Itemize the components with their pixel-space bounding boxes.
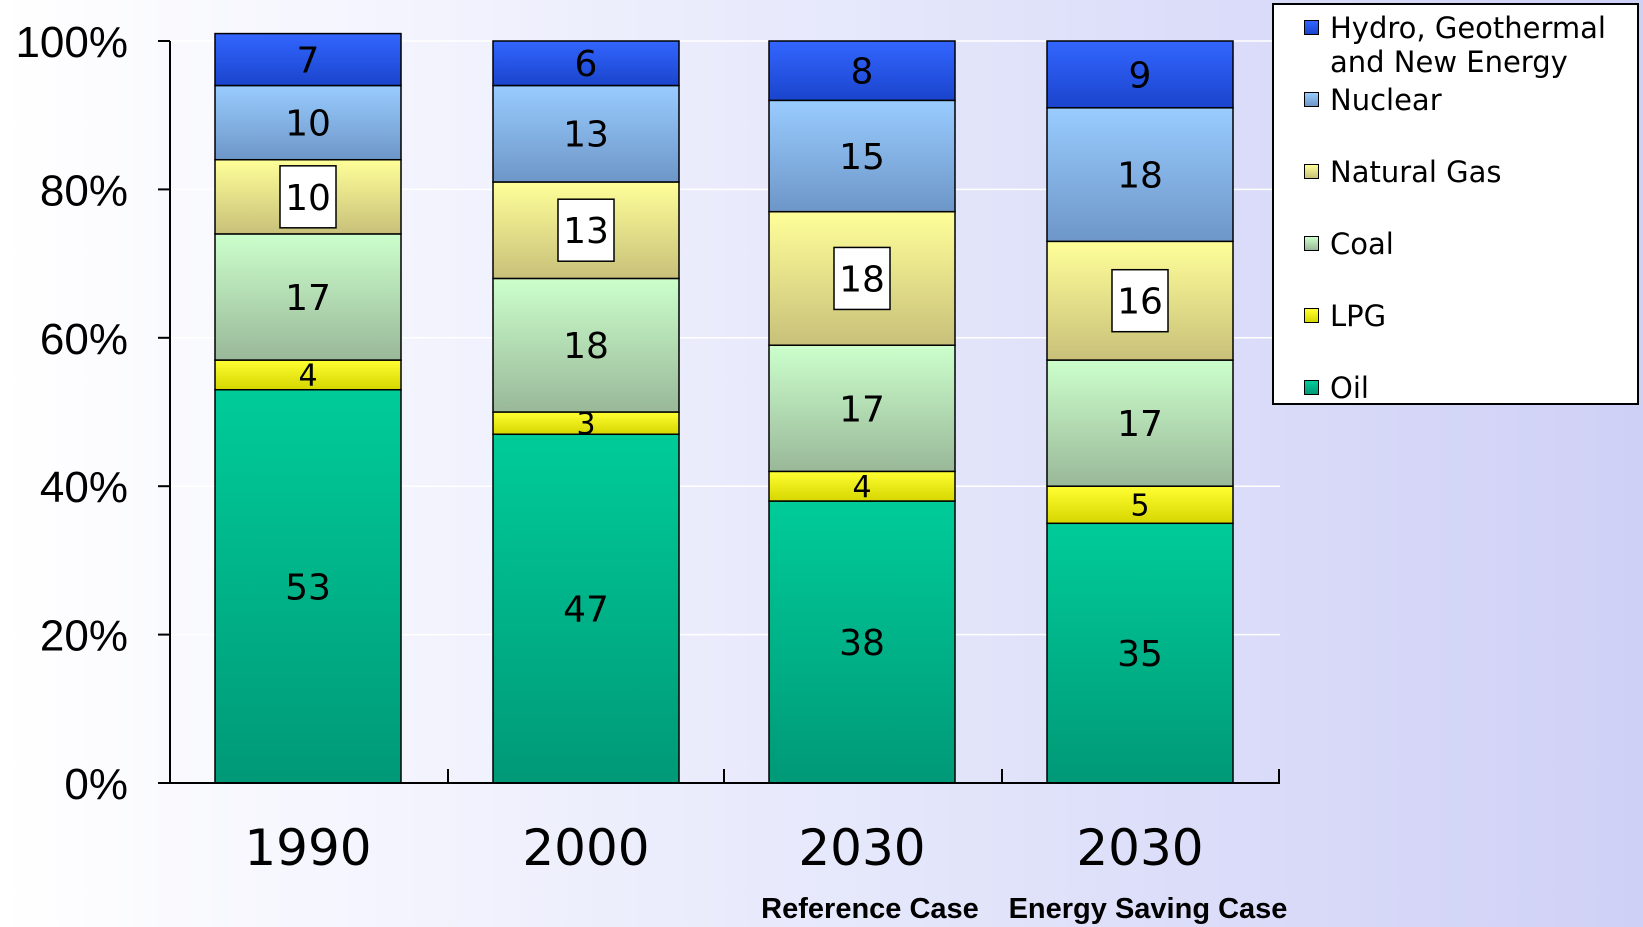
data-label: 18 [839,259,885,300]
data-label: 15 [839,137,885,178]
x-tick-label: 1990 [244,819,371,877]
data-label: 9 [1129,55,1152,96]
data-label: 3 [576,407,595,442]
bar-segment-nuclear [1046,107,1234,243]
bar-segment-oil [768,500,956,784]
bar-segment-hydro-geothermal-and-new-energy [492,40,680,87]
y-tick-label: 40% [40,463,128,512]
x-tick-sublabel: Energy Saving Case [1009,893,1288,925]
legend-label: Nuclear [1330,83,1442,117]
legend-item: Coal [1304,227,1630,261]
data-label: 4 [852,470,871,505]
bar-segment-hydro-geothermal-and-new-energy [768,40,956,102]
y-tick-label: 80% [40,166,128,215]
x-tick-label: 2000 [522,819,649,877]
legend-swatch [1304,20,1319,35]
data-label: 35 [1117,634,1163,675]
legend-item: Oil [1304,371,1630,405]
y-tick-label: 0% [64,760,128,809]
data-label: 4 [298,359,317,394]
legend-item: Hydro, Geothermal and New Energy [1304,11,1630,79]
x-tick-label: 2030 [798,819,925,877]
bar-segment-nuclear [492,84,680,183]
y-tick-label: 100% [15,18,128,67]
bar-segment-lpg [1046,485,1234,525]
legend-swatch [1304,380,1319,395]
bar-segment-coal [1046,359,1234,487]
data-labels: 53 4 17 10 10 7 47 3 18 13 13 6 38 4 17 18 15 8 35 5 17 16 18 9 [279,41,1169,675]
axes: 0% 20% 40% 60% 80% 100% 1990 2000 2030 Reference … [15,18,1287,925]
data-label-box [279,165,337,229]
legend: Hydro, Geothermal and New Energy Nuclear N… [1272,3,1639,405]
bar-segment-lpg [768,470,956,502]
legend-label: Oil [1330,371,1369,405]
bar-segment-oil [492,433,680,784]
legend-item: LPG [1304,299,1630,333]
legend-swatch [1304,236,1319,251]
legend-label: Natural Gas [1330,155,1502,189]
legend-item: Nuclear [1304,83,1630,117]
legend-label: Hydro, Geothermal and New Energy [1330,11,1606,79]
data-label: 38 [839,623,885,664]
data-label: 13 [563,211,609,252]
data-label: 6 [575,44,598,85]
data-label: 17 [1117,404,1163,445]
data-label: 53 [285,567,331,608]
legend-swatch [1304,308,1319,323]
bar-segment-hydro-geothermal-and-new-energy [1046,40,1234,109]
bar-segment-oil [214,388,402,784]
bar-segment-coal [492,277,680,413]
legend-label: LPG [1330,299,1387,333]
data-label: 10 [285,104,331,145]
bar-segment-lpg [214,359,402,391]
legend-label: Coal [1330,227,1394,261]
data-label: 18 [563,326,609,367]
data-label: 7 [297,41,320,82]
data-label: 5 [1130,489,1149,524]
legend-item: Natural Gas [1304,155,1630,189]
data-label-box [557,198,615,262]
legend-swatch [1304,164,1319,179]
data-label: 13 [563,115,609,156]
data-label-box [833,246,891,311]
bar-segment-hydro-geothermal-and-new-energy [214,32,402,87]
data-label: 17 [285,278,331,319]
data-label: 10 [285,178,331,219]
data-label: 8 [851,52,874,93]
data-label: 17 [839,389,885,430]
data-label: 16 [1117,282,1163,323]
y-tick-label: 60% [40,315,128,364]
legend-swatch [1304,92,1319,107]
data-label-box [1111,268,1169,333]
bar-segment-oil [1046,522,1234,784]
bars [214,32,1234,784]
bar-segment-natural-gas [492,181,680,280]
y-tick-label: 20% [40,612,128,661]
x-tick-label: 2030 [1076,819,1203,877]
data-label: 47 [563,590,609,631]
data-label: 18 [1117,156,1163,197]
x-tick-sublabel: Reference Case [761,893,979,925]
